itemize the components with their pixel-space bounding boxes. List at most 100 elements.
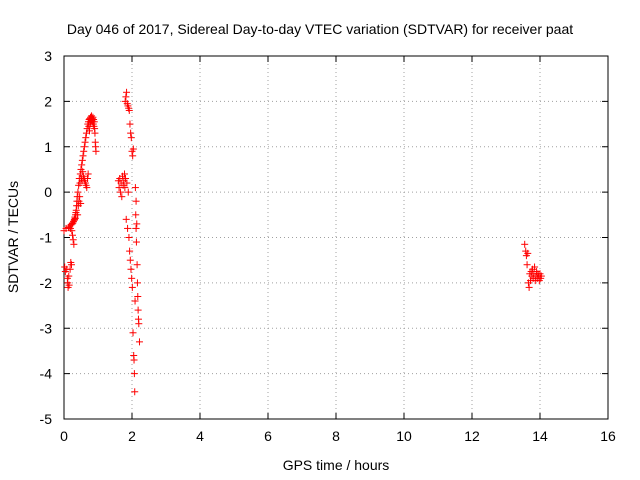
data-point [118,193,126,201]
data-point [531,263,539,271]
data-point [84,170,92,178]
data-point [127,129,135,137]
data-point [525,283,533,291]
x-tick-labels: 0 2 4 6 8 10 12 14 16 [60,428,616,444]
data-point [86,127,93,135]
y-tick-label: -3 [40,320,53,336]
data-point [135,338,143,346]
y-tick-label: 0 [44,184,52,200]
x-tick-label: 0 [60,428,68,444]
data-point [81,138,89,146]
x-tick-label: 14 [532,428,548,444]
data-point [80,147,88,155]
data-point [129,145,137,153]
axis-ticks [63,55,609,420]
data-point [130,356,138,364]
y-tick-labels: -5 -4 -3 -2 -1 0 1 2 3 [40,48,53,427]
data-point [126,120,134,128]
data-point [131,184,139,192]
data-point [78,156,86,164]
data-point [524,249,532,257]
data-point [67,261,75,269]
data-point [132,197,140,205]
data-point [68,227,76,235]
x-axis-label: GPS time / hours [283,457,390,473]
data-point [133,220,141,228]
data-point [121,184,129,192]
data-point [91,129,99,137]
x-tick-label: 6 [264,428,272,444]
data-point [133,279,141,287]
data-point [126,256,134,264]
data-point [65,281,73,289]
data-point [129,152,137,160]
data-point [90,118,98,126]
data-point [124,188,132,196]
data-point [69,236,77,244]
x-tick-label: 8 [332,428,340,444]
data-point [125,106,133,114]
data-point [127,134,135,142]
data-point [83,175,91,183]
data-point [133,261,141,269]
data-point [74,188,82,196]
data-point [129,329,137,337]
data-point [74,211,82,219]
data-point [132,211,140,219]
data-point [92,147,100,155]
y-tick-label: -5 [40,411,53,427]
x-tick-label: 4 [196,428,204,444]
data-point [78,161,86,169]
grid-lines [64,56,608,419]
data-point [83,184,91,192]
data-point [123,179,131,187]
data-point [77,199,85,207]
data-point [537,272,545,280]
x-tick-label: 12 [464,428,480,444]
data-point [131,297,139,305]
x-tick-label: 16 [600,428,616,444]
y-tick-label: 1 [44,139,52,155]
data-point [122,215,130,223]
data-point [123,88,131,96]
data-point [124,224,132,232]
data-point [132,238,140,246]
data-point [122,93,130,101]
y-tick-label: -4 [40,366,53,382]
data-point [125,234,133,241]
data-point [65,272,73,280]
data-point [127,265,135,273]
data-point [122,175,130,183]
data-point [128,274,136,282]
data-point [128,283,136,291]
data-point [126,247,134,255]
data-point [121,170,129,178]
y-axis-label: SDTVAR / TECUs [5,181,21,293]
data-point [66,265,74,273]
chart-title: Day 046 of 2017, Sidereal Day-to-day VTE… [67,21,573,37]
data-point [70,240,78,248]
data-point [521,240,529,248]
data-point [79,152,87,160]
y-tick-label: -2 [40,275,53,291]
x-tick-label: 2 [128,428,136,444]
data-point [131,388,139,396]
y-tick-label: 3 [44,48,52,64]
data-point [135,320,143,328]
data-point [82,134,90,142]
data-point [132,224,140,232]
data-point [79,168,87,176]
data-point [80,143,88,151]
data-point [116,188,124,196]
data-point [134,292,142,300]
x-tick-label: 10 [396,428,412,444]
data-point [130,370,138,378]
data-point [523,261,531,269]
data-points [60,88,545,396]
y-tick-label: 2 [44,93,52,109]
data-point [134,306,142,314]
data-point [76,193,84,201]
data-point [69,231,76,239]
